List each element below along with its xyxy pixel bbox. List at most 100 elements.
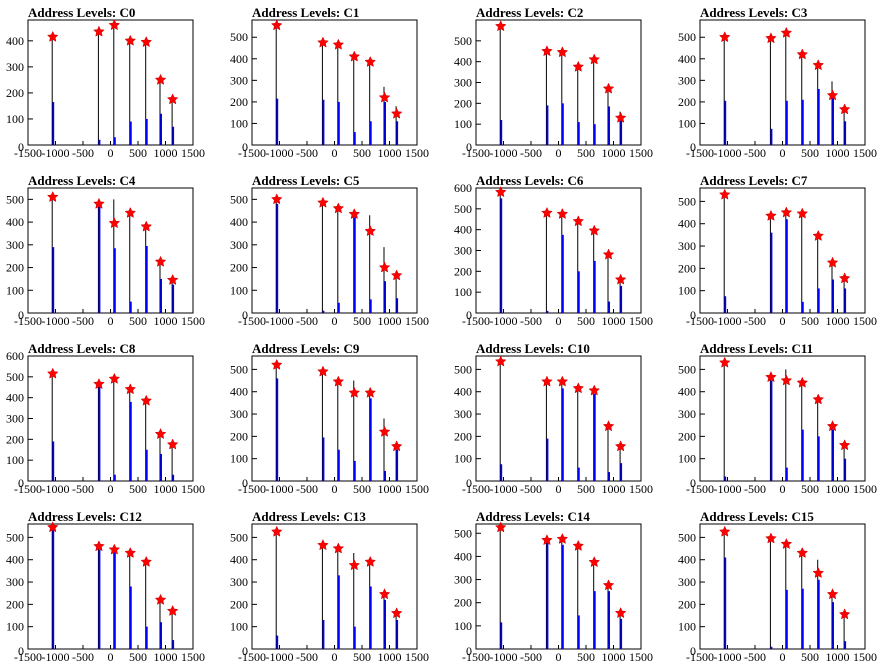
star-marker <box>602 248 615 260</box>
y-tick-label: 400 <box>678 217 696 231</box>
x-tick-label: -1500 <box>462 146 490 160</box>
y-tick-label: 400 <box>454 223 472 237</box>
chart-panel: Address Levels: C12 100 200 300 400 500 0 -1500… <box>0 504 224 672</box>
y-tick-label: 0 <box>466 476 472 490</box>
x-tick-label: 1000 <box>154 650 178 664</box>
y-tick-label: 500 <box>6 530 24 544</box>
star-marker <box>364 225 377 237</box>
x-tick-label: -1500 <box>14 146 42 160</box>
y-tick-label: 500 <box>230 362 248 376</box>
star-marker <box>718 188 731 200</box>
chart-panel: Address Levels: C15 100 200 300 400 500 0 -1500… <box>672 504 896 672</box>
star-marker <box>556 375 569 387</box>
y-tick-label: 300 <box>454 573 472 587</box>
x-tick-label: -1000 <box>490 650 518 664</box>
y-tick-label: 400 <box>6 34 24 48</box>
y-tick-label: 100 <box>6 620 24 634</box>
star-marker <box>378 425 391 437</box>
star-marker <box>541 206 553 218</box>
chart-title: Address Levels: C11 <box>700 341 814 356</box>
x-tick-label: 1500 <box>853 650 877 664</box>
y-tick-label: 300 <box>678 407 696 421</box>
star-marker <box>154 428 167 440</box>
star-marker <box>154 255 167 267</box>
star-marker <box>765 532 777 544</box>
chart-panel: Address Levels: C3 100 200 300 400 500 0 -1500-… <box>672 0 896 168</box>
y-tick-label: 600 <box>6 349 24 363</box>
star-marker <box>614 440 627 452</box>
x-tick-label: -1000 <box>266 650 294 664</box>
chart-panel: Address Levels: C7 100 200 300 400 500 0 -1500-… <box>672 168 896 336</box>
star-marker <box>541 375 553 387</box>
star-marker <box>718 31 731 43</box>
y-tick-label: 500 <box>454 202 472 216</box>
y-tick-label: 100 <box>230 452 248 466</box>
star-marker <box>796 48 809 60</box>
star-marker <box>317 36 329 48</box>
star-marker <box>718 525 731 537</box>
y-tick-label: 200 <box>454 96 472 110</box>
x-tick-label: 1000 <box>378 482 402 496</box>
x-tick-label: 1000 <box>378 146 402 160</box>
y-tick-label: 400 <box>6 553 24 567</box>
y-tick-label: 0 <box>690 476 696 490</box>
x-tick-label: -1500 <box>686 650 714 664</box>
star-marker <box>812 59 825 71</box>
star-marker <box>796 376 809 388</box>
x-tick-label: 1500 <box>405 650 429 664</box>
x-tick-label: -1000 <box>714 314 742 328</box>
x-tick-label: 0 <box>108 146 114 160</box>
star-marker <box>364 555 377 567</box>
chart-panel: Address Levels: C2 100 200 300 400 500 0 -1500-… <box>448 0 672 168</box>
x-tick-label: -1000 <box>42 482 70 496</box>
x-tick-label: 1500 <box>629 482 653 496</box>
star-marker <box>614 607 627 619</box>
x-tick-label: -500 <box>72 314 94 328</box>
star-marker <box>348 559 361 571</box>
x-tick-label: 1500 <box>853 482 877 496</box>
chart-panel: Address Levels: C0 100 200 300 400 0 -1500 -100… <box>0 0 224 168</box>
y-tick-label: 100 <box>6 453 24 467</box>
chart-title: Address Levels: C5 <box>252 173 360 188</box>
star-marker <box>378 588 391 600</box>
x-tick-label: 1500 <box>405 314 429 328</box>
chart-panel: Address Levels: C11 100 200 300 400 500 0 -1500… <box>672 336 896 504</box>
x-tick-label: -500 <box>296 314 318 328</box>
x-tick-label: 1000 <box>154 482 178 496</box>
y-tick-label: 0 <box>242 644 248 658</box>
star-marker <box>124 206 137 218</box>
y-tick-label: 400 <box>454 549 472 563</box>
y-tick-label: 100 <box>454 619 472 633</box>
y-tick-label: 0 <box>18 476 24 490</box>
x-tick-label: -1000 <box>266 482 294 496</box>
y-tick-label: 400 <box>6 391 24 405</box>
x-tick-label: 500 <box>353 146 371 160</box>
chart-panel: Address Levels: C4 100 200 300 400 500 0 -1500-… <box>0 168 224 336</box>
y-tick-label: 200 <box>678 597 696 611</box>
x-tick-label: -1500 <box>238 146 266 160</box>
x-tick-label: 1000 <box>602 650 626 664</box>
star-marker <box>46 30 59 42</box>
star-marker <box>390 269 403 281</box>
y-tick-label: 200 <box>230 261 248 275</box>
star-marker <box>364 386 377 398</box>
star-marker <box>494 20 507 32</box>
star-marker <box>378 91 391 103</box>
y-tick-label: 0 <box>466 644 472 658</box>
star-marker <box>140 555 153 567</box>
x-tick-label: -500 <box>296 482 318 496</box>
y-tick-label: 200 <box>6 261 24 275</box>
star-marker <box>270 193 283 205</box>
x-tick-label: 500 <box>129 482 147 496</box>
y-tick-label: 300 <box>230 238 248 252</box>
y-tick-label: 400 <box>678 52 696 66</box>
x-tick-label: 500 <box>129 146 147 160</box>
y-tick-label: 200 <box>678 95 696 109</box>
star-marker <box>572 539 585 551</box>
star-marker <box>270 525 283 537</box>
